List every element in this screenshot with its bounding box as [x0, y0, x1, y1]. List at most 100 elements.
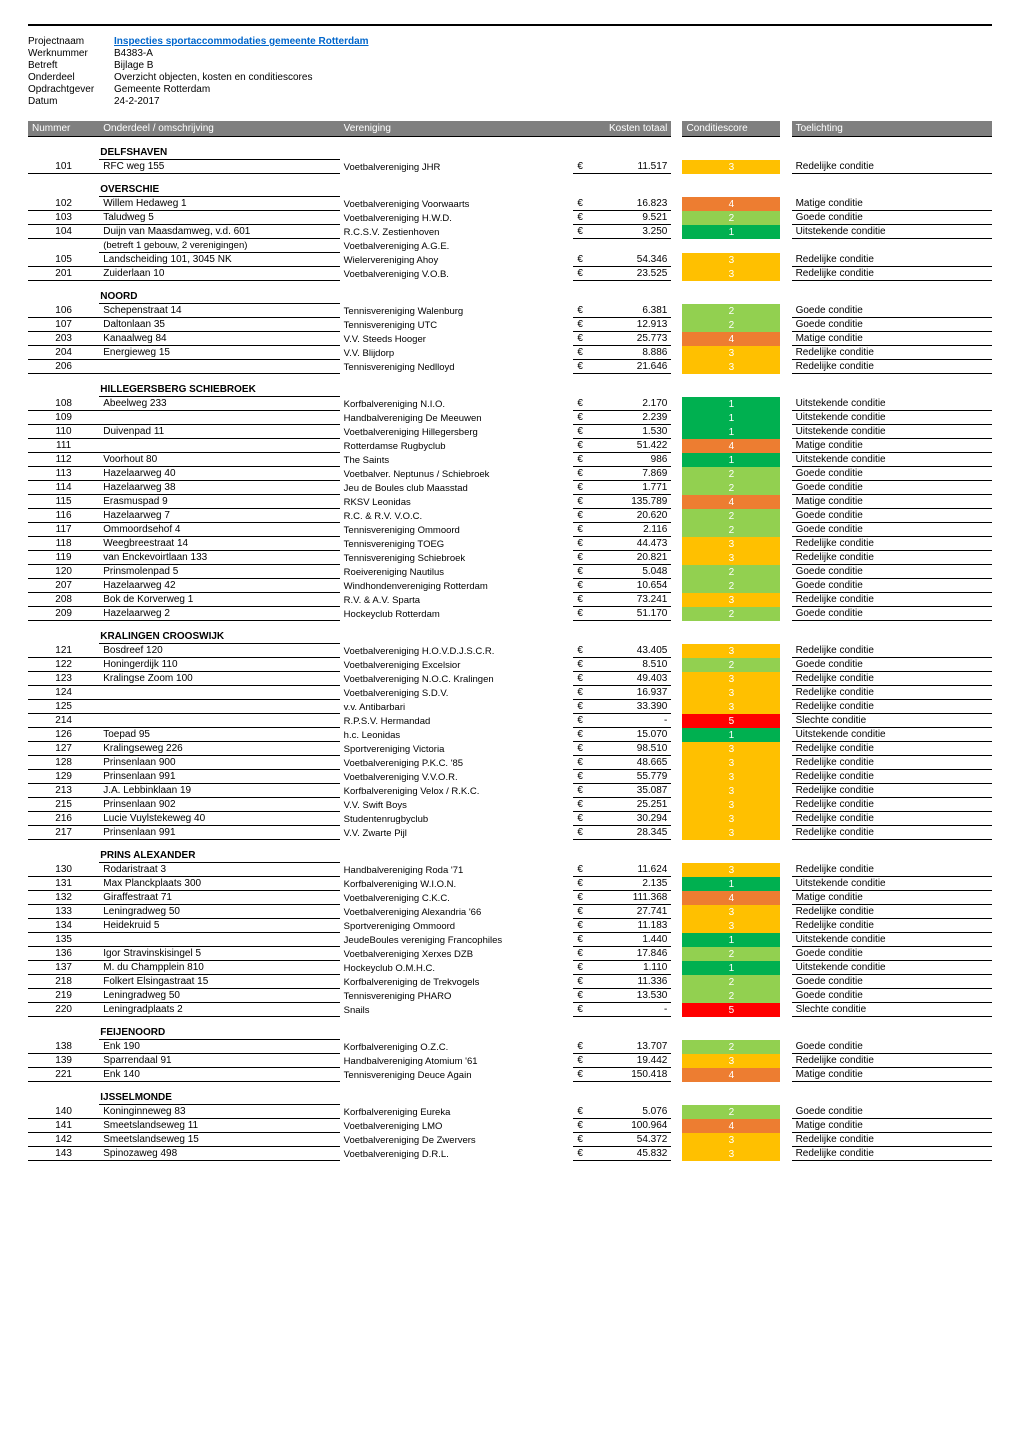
gap — [671, 784, 682, 798]
section-name: NOORD — [99, 281, 339, 304]
cell-onderdeel: Bok de Korverweg 1 — [99, 593, 339, 607]
gap — [671, 607, 682, 621]
section-header: HILLEGERSBERG SCHIEBROEK — [28, 374, 992, 397]
gap — [780, 267, 791, 281]
gap — [780, 1119, 791, 1133]
metadata-label: Onderdeel — [28, 72, 114, 83]
cell-kosten: 5.076 — [591, 1105, 671, 1119]
cell-toelichting: Goede conditie — [792, 304, 992, 318]
cell-kosten: 23.525 — [591, 267, 671, 281]
cell-currency: € — [573, 425, 591, 439]
cell-kosten: 30.294 — [591, 812, 671, 826]
cell-kosten: 150.418 — [591, 1068, 671, 1082]
gap — [671, 551, 682, 565]
cell-kosten: 3.250 — [591, 225, 671, 239]
cell-kosten: 986 — [591, 453, 671, 467]
gap — [780, 523, 791, 537]
cell-vereniging: Roeivereniging Nautilus — [340, 565, 574, 579]
gap — [780, 565, 791, 579]
metadata-label: Datum — [28, 96, 114, 107]
cell-kosten: 28.345 — [591, 826, 671, 840]
cell-nummer: 125 — [28, 700, 99, 714]
cell-conditie: 3 — [682, 742, 780, 756]
cell-currency: € — [573, 686, 591, 700]
cell-nummer: 218 — [28, 975, 99, 989]
cell-currency: € — [573, 1068, 591, 1082]
gap — [671, 267, 682, 281]
gap — [671, 346, 682, 360]
gap — [780, 1147, 791, 1161]
cell-kosten: 6.381 — [591, 304, 671, 318]
section-name: OVERSCHIE — [99, 174, 339, 197]
cell-conditie: 3 — [682, 644, 780, 658]
cell-toelichting: Redelijke conditie — [792, 1147, 992, 1161]
cell-nummer: 112 — [28, 453, 99, 467]
cell-onderdeel: Toepad 95 — [99, 728, 339, 742]
cell-currency: € — [573, 346, 591, 360]
cell-currency: € — [573, 989, 591, 1003]
gap — [671, 481, 682, 495]
gap — [671, 742, 682, 756]
cell-onderdeel: Hazelaarweg 2 — [99, 607, 339, 621]
cell-kosten: 21.646 — [591, 360, 671, 374]
cell-kosten: 49.403 — [591, 672, 671, 686]
table-header: NummerOnderdeel / omschrijvingVereniging… — [28, 121, 992, 137]
cell-kosten: 13.530 — [591, 989, 671, 1003]
cell-toelichting — [792, 239, 992, 253]
cell-onderdeel: RFC weg 155 — [99, 160, 339, 174]
table-row: 109Handbalvereniging De Meeuwen€2.2391Ui… — [28, 411, 992, 425]
gap — [780, 877, 791, 891]
cell-conditie: 2 — [682, 211, 780, 225]
cell-currency: € — [573, 919, 591, 933]
cell-conditie: 3 — [682, 812, 780, 826]
cell-currency: € — [573, 905, 591, 919]
section-header: IJSSELMONDE — [28, 1082, 992, 1105]
section-name: FEIJENOORD — [99, 1017, 339, 1040]
cell-onderdeel: Hazelaarweg 38 — [99, 481, 339, 495]
cell-vereniging: Voetbalvereniging D.R.L. — [340, 1147, 574, 1161]
cell-onderdeel: Enk 140 — [99, 1068, 339, 1082]
cell-nummer: 111 — [28, 439, 99, 453]
gap — [671, 989, 682, 1003]
cell-toelichting: Redelijke conditie — [792, 160, 992, 174]
cell-vereniging: Voetbalvereniging JHR — [340, 160, 574, 174]
metadata-row: ProjectnaamInspecties sportaccommodaties… — [28, 36, 992, 47]
gap — [671, 411, 682, 425]
cell-kosten: 73.241 — [591, 593, 671, 607]
cell-conditie: 3 — [682, 537, 780, 551]
cell-toelichting: Redelijke conditie — [792, 798, 992, 812]
gap — [671, 453, 682, 467]
gap — [671, 877, 682, 891]
cell-nummer: 107 — [28, 318, 99, 332]
cell-conditie: 3 — [682, 1133, 780, 1147]
cell-vereniging: Tennisvereniging Walenburg — [340, 304, 574, 318]
cell-currency: € — [573, 644, 591, 658]
cell-kosten: 25.251 — [591, 798, 671, 812]
gap — [671, 197, 682, 211]
gap — [780, 784, 791, 798]
gap — [671, 332, 682, 346]
gap — [780, 551, 791, 565]
cell-conditie: 3 — [682, 826, 780, 840]
gap — [780, 453, 791, 467]
cell-vereniging: Wielervereniging Ahoy — [340, 253, 574, 267]
cell-onderdeel: Energieweg 15 — [99, 346, 339, 360]
cell-conditie: 1 — [682, 961, 780, 975]
cell-toelichting: Redelijke conditie — [792, 863, 992, 877]
cell-vereniging: Handbalvereniging Roda '71 — [340, 863, 574, 877]
cell-toelichting: Redelijke conditie — [792, 919, 992, 933]
cell-vereniging: Voetbalvereniging Excelsior — [340, 658, 574, 672]
gap — [671, 360, 682, 374]
cell-toelichting: Redelijke conditie — [792, 537, 992, 551]
col-kosten: Kosten totaal — [573, 121, 671, 137]
cell-toelichting: Redelijke conditie — [792, 905, 992, 919]
table-row: 121Bosdreef 120Voetbalvereniging H.O.V.D… — [28, 644, 992, 658]
gap — [780, 700, 791, 714]
cell-kosten: 15.070 — [591, 728, 671, 742]
cell-vereniging: Tennisvereniging Ommoord — [340, 523, 574, 537]
gap — [780, 411, 791, 425]
cell-nummer: 128 — [28, 756, 99, 770]
cell-conditie: 4 — [682, 197, 780, 211]
cell-currency: € — [573, 495, 591, 509]
gap — [671, 1040, 682, 1054]
